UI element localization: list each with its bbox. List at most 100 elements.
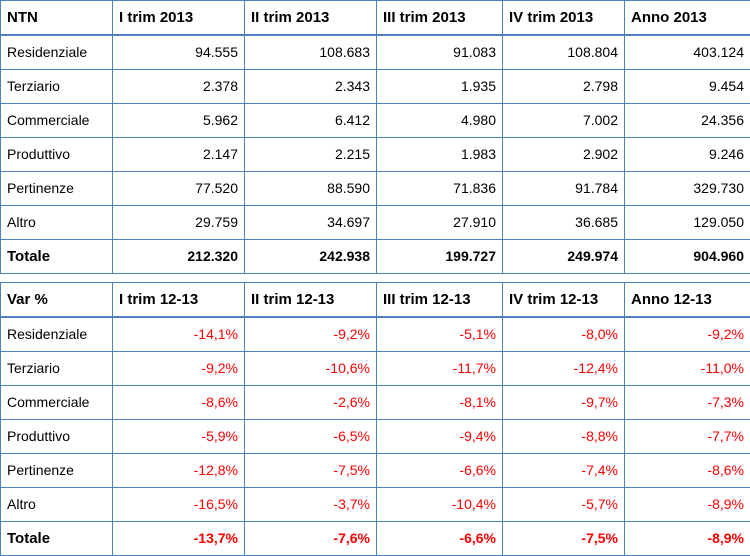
- ntn-header-cell: NTN: [1, 1, 113, 36]
- ntn-table: NTN I trim 2013 II trim 2013 III trim 20…: [0, 0, 750, 274]
- table-row: Commerciale -8,6% -2,6% -8,1% -9,7% -7,3…: [1, 385, 750, 419]
- total-row: Totale -13,7% -7,6% -6,6% -7,5% -8,9%: [1, 521, 750, 555]
- table-cell: -5,9%: [113, 419, 245, 453]
- table-cell: 329.730: [625, 171, 750, 205]
- var-header-cell: II trim 12-13: [245, 283, 377, 318]
- total-cell: 212.320: [113, 239, 245, 273]
- table-cell: -5,7%: [503, 487, 625, 521]
- table-cell: 4.980: [377, 103, 503, 137]
- table-cell: 2.902: [503, 137, 625, 171]
- table-cell: -11,0%: [625, 351, 750, 385]
- table-cell: -8,8%: [503, 419, 625, 453]
- ntn-header-cell: IV trim 2013: [503, 1, 625, 36]
- table-cell: -8,1%: [377, 385, 503, 419]
- table-row: Terziario -9,2% -10,6% -11,7% -12,4% -11…: [1, 351, 750, 385]
- var-header-cell: III trim 12-13: [377, 283, 503, 318]
- row-label: Altro: [1, 205, 113, 239]
- total-cell: 242.938: [245, 239, 377, 273]
- table-cell: -9,2%: [625, 317, 750, 351]
- table-cell: -8,0%: [503, 317, 625, 351]
- table-cell: 29.759: [113, 205, 245, 239]
- table-cell: -9,7%: [503, 385, 625, 419]
- total-cell: -6,6%: [377, 521, 503, 555]
- row-label: Produttivo: [1, 137, 113, 171]
- ntn-header-cell: III trim 2013: [377, 1, 503, 36]
- total-cell: -7,6%: [245, 521, 377, 555]
- ntn-header-row: NTN I trim 2013 II trim 2013 III trim 20…: [1, 1, 750, 36]
- table-cell: -12,8%: [113, 453, 245, 487]
- table-cell: -6,5%: [245, 419, 377, 453]
- var-header-cell: Var %: [1, 283, 113, 318]
- total-label: Totale: [1, 521, 113, 555]
- var-header-cell: IV trim 12-13: [503, 283, 625, 318]
- row-label: Pertinenze: [1, 453, 113, 487]
- row-label: Produttivo: [1, 419, 113, 453]
- table-row: Produttivo -5,9% -6,5% -9,4% -8,8% -7,7%: [1, 419, 750, 453]
- table-cell: -9,2%: [245, 317, 377, 351]
- table-row: Produttivo 2.147 2.215 1.983 2.902 9.246: [1, 137, 750, 171]
- table-cell: -6,6%: [377, 453, 503, 487]
- table-cell: -16,5%: [113, 487, 245, 521]
- table-cell: -2,6%: [245, 385, 377, 419]
- table-cell: 24.356: [625, 103, 750, 137]
- table-row: Terziario 2.378 2.343 1.935 2.798 9.454: [1, 69, 750, 103]
- var-header-cell: Anno 12-13: [625, 283, 750, 318]
- ntn-header-cell: I trim 2013: [113, 1, 245, 36]
- ntn-header-cell: Anno 2013: [625, 1, 750, 36]
- row-label: Commerciale: [1, 385, 113, 419]
- table-cell: 2.378: [113, 69, 245, 103]
- table-cell: 7.002: [503, 103, 625, 137]
- table-cell: 9.454: [625, 69, 750, 103]
- row-label: Pertinenze: [1, 171, 113, 205]
- table-row: Altro 29.759 34.697 27.910 36.685 129.05…: [1, 205, 750, 239]
- table-row: Pertinenze -12,8% -7,5% -6,6% -7,4% -8,6…: [1, 453, 750, 487]
- table-cell: -7,4%: [503, 453, 625, 487]
- row-label: Terziario: [1, 69, 113, 103]
- table-cell: 6.412: [245, 103, 377, 137]
- total-cell: 904.960: [625, 239, 750, 273]
- total-cell: 249.974: [503, 239, 625, 273]
- table-cell: -8,6%: [113, 385, 245, 419]
- table-cell: 1.935: [377, 69, 503, 103]
- table-cell: 36.685: [503, 205, 625, 239]
- total-cell: -8,9%: [625, 521, 750, 555]
- row-label: Commerciale: [1, 103, 113, 137]
- table-cell: 27.910: [377, 205, 503, 239]
- table-cell: -10,6%: [245, 351, 377, 385]
- table-cell: 88.590: [245, 171, 377, 205]
- var-table: Var % I trim 12-13 II trim 12-13 III tri…: [0, 282, 750, 556]
- table-cell: -12,4%: [503, 351, 625, 385]
- table-row: Pertinenze 77.520 88.590 71.836 91.784 3…: [1, 171, 750, 205]
- table-cell: 77.520: [113, 171, 245, 205]
- table-cell: 129.050: [625, 205, 750, 239]
- table-cell: -7,7%: [625, 419, 750, 453]
- table-cell: -14,1%: [113, 317, 245, 351]
- table-cell: -9,4%: [377, 419, 503, 453]
- table-cell: 2.215: [245, 137, 377, 171]
- table-cell: -11,7%: [377, 351, 503, 385]
- table-cell: 1.983: [377, 137, 503, 171]
- table-cell: -10,4%: [377, 487, 503, 521]
- table-cell: 34.697: [245, 205, 377, 239]
- ntn-header-cell: II trim 2013: [245, 1, 377, 36]
- table-cell: 94.555: [113, 35, 245, 69]
- table-cell: 2.147: [113, 137, 245, 171]
- table-cell: -7,5%: [245, 453, 377, 487]
- table-cell: -7,3%: [625, 385, 750, 419]
- table-cell: -8,9%: [625, 487, 750, 521]
- table-cell: 9.246: [625, 137, 750, 171]
- table-row: Commerciale 5.962 6.412 4.980 7.002 24.3…: [1, 103, 750, 137]
- var-header-cell: I trim 12-13: [113, 283, 245, 318]
- table-cell: 108.804: [503, 35, 625, 69]
- table-cell: 403.124: [625, 35, 750, 69]
- row-label: Terziario: [1, 351, 113, 385]
- table-cell: -9,2%: [113, 351, 245, 385]
- row-label: Altro: [1, 487, 113, 521]
- total-cell: 199.727: [377, 239, 503, 273]
- var-header-row: Var % I trim 12-13 II trim 12-13 III tri…: [1, 283, 750, 318]
- table-cell: -3,7%: [245, 487, 377, 521]
- row-label: Residenziale: [1, 35, 113, 69]
- table-row: Altro -16,5% -3,7% -10,4% -5,7% -8,9%: [1, 487, 750, 521]
- table-cell: 108.683: [245, 35, 377, 69]
